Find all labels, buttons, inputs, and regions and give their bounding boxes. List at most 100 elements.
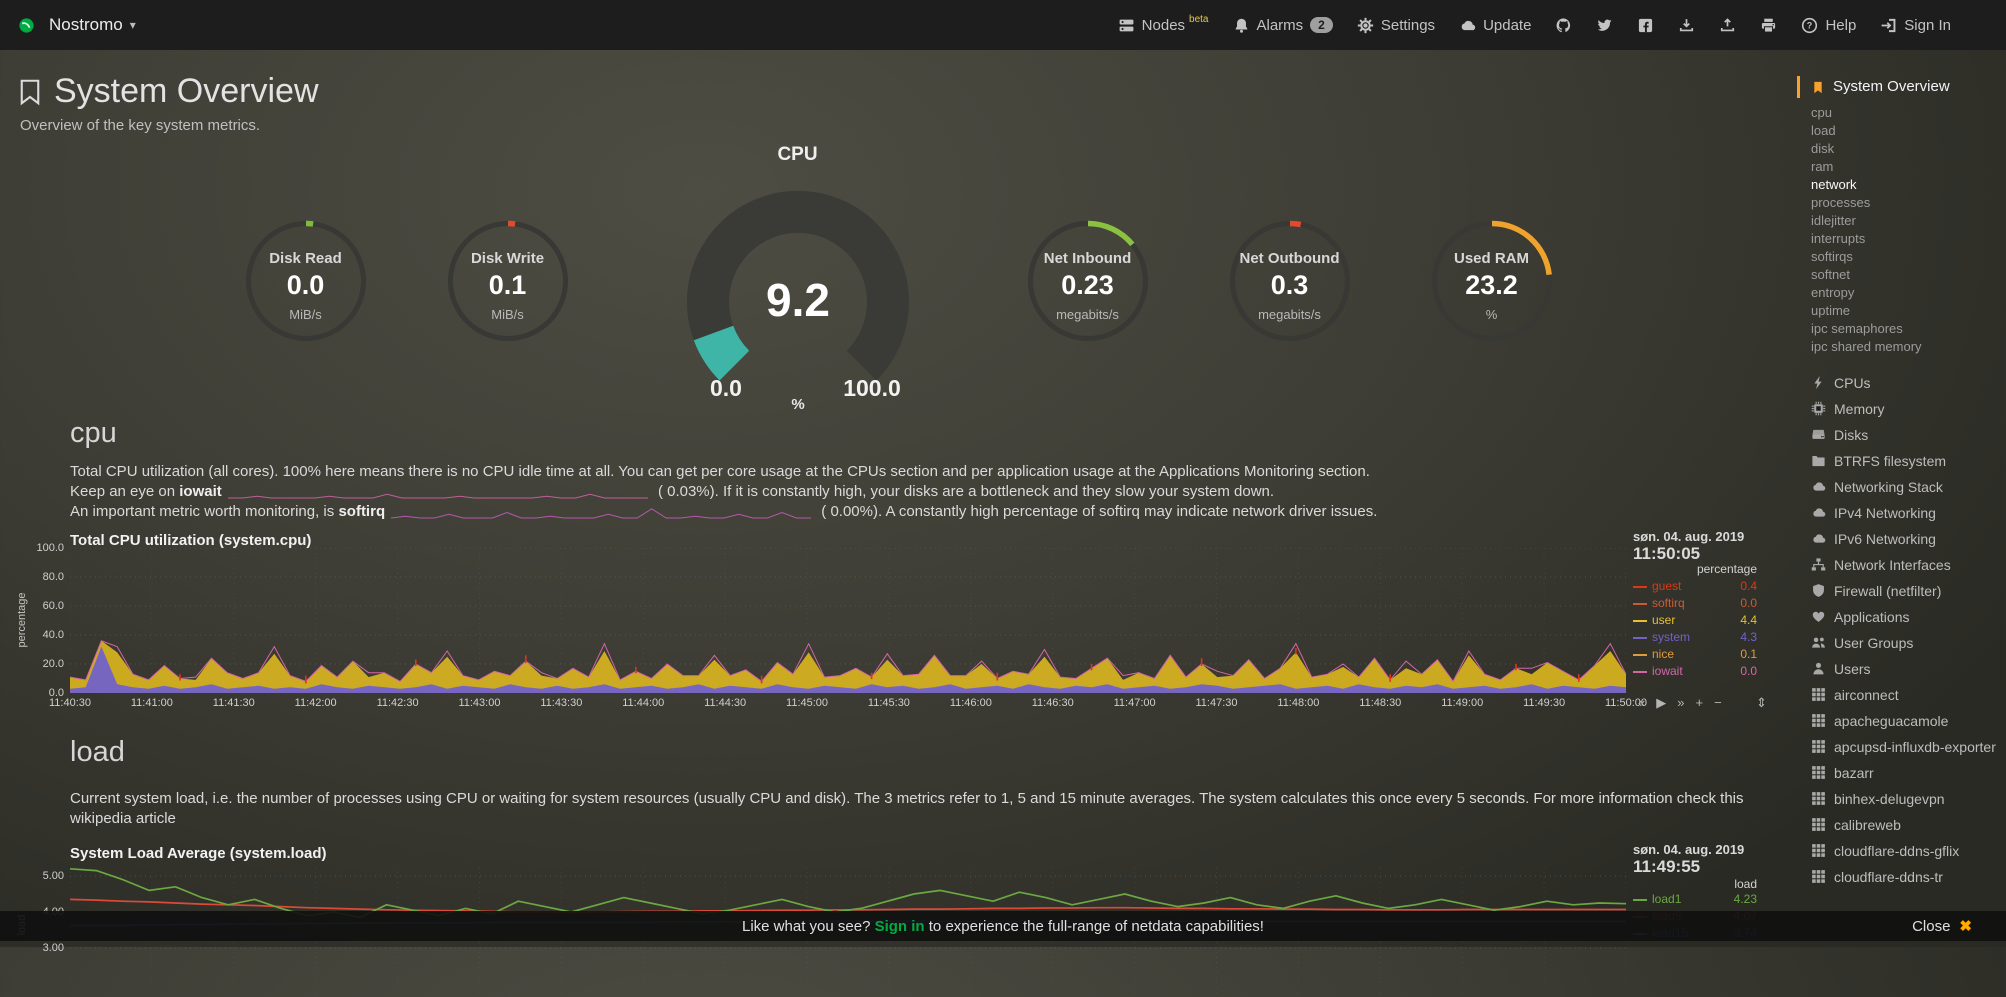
load-description: Current system load, i.e. the number of … bbox=[70, 789, 1797, 829]
sidebar-subitem-network[interactable]: network bbox=[1811, 177, 1857, 192]
nav-import[interactable] bbox=[1719, 17, 1736, 34]
signin-banner: Like what you see? Sign in to experience… bbox=[0, 911, 2006, 941]
legend-row-system[interactable]: system 4.3 bbox=[1633, 629, 1757, 646]
nav-facebook[interactable] bbox=[1637, 17, 1654, 34]
sidebar-item-airconnect[interactable]: airconnect bbox=[1811, 682, 1997, 708]
sidebar-item-apacheguacamole[interactable]: apacheguacamole bbox=[1811, 708, 1997, 734]
sidebar-subitem-softirqs[interactable]: softirqs bbox=[1811, 249, 1853, 264]
gauge-disk-read[interactable]: Disk Read 0.0 MiB/s bbox=[244, 219, 368, 343]
sidebar-subitem-entropy[interactable]: entropy bbox=[1811, 285, 1855, 300]
nav-export[interactable] bbox=[1678, 17, 1695, 34]
softirq-sparkline[interactable] bbox=[391, 506, 812, 519]
legend-row-user[interactable]: user 4.4 bbox=[1633, 612, 1757, 629]
legend-row-guest[interactable]: guest 0.4 bbox=[1633, 578, 1757, 595]
sidebar-item-bazarr[interactable]: bazarr bbox=[1811, 760, 1997, 786]
gauge-ring bbox=[447, 220, 568, 341]
netdata-logo[interactable] bbox=[18, 17, 35, 34]
sidebar-subitem-load[interactable]: load bbox=[1811, 123, 1836, 138]
gauge-min: 0.0 bbox=[710, 375, 742, 401]
wikipedia-link[interactable]: wikipedia article bbox=[70, 810, 176, 827]
question-icon: ? bbox=[1801, 17, 1818, 34]
x-tick-label: 11:40:30 bbox=[48, 697, 91, 709]
nav-help[interactable]: ? Help bbox=[1801, 17, 1856, 34]
folder-icon bbox=[1811, 453, 1826, 468]
sidebar-item-users[interactable]: Users bbox=[1811, 656, 1997, 682]
sidebar-item-network-interfaces[interactable]: Network Interfaces bbox=[1811, 552, 1997, 578]
sidebar-item-user-groups[interactable]: User Groups bbox=[1811, 630, 1997, 656]
x-tick-label: 11:45:00 bbox=[786, 697, 829, 709]
sidebar-item-binhex-delugevpn[interactable]: binhex-delugevpn bbox=[1811, 786, 1997, 812]
sidebar-item-calibreweb[interactable]: calibreweb bbox=[1811, 812, 1997, 838]
cpu-plot-area[interactable] bbox=[70, 548, 1626, 693]
legend-value: 0.1 bbox=[1740, 647, 1757, 661]
sidebar-subitem-ram[interactable]: ram bbox=[1811, 159, 1834, 174]
sidebar-item-ipv4-networking[interactable]: IPv4 Networking bbox=[1811, 500, 1997, 526]
nav-sign-in[interactable]: Sign In bbox=[1880, 17, 1951, 34]
sign-in-link[interactable]: Sign in bbox=[874, 917, 925, 935]
sidebar-subitem-ipc-shared-memory[interactable]: ipc shared memory bbox=[1811, 339, 1922, 354]
sidebar-item-system-overview[interactable]: System Overview bbox=[1797, 76, 2003, 98]
gauge-net-inbound[interactable]: Net Inbound 0.23 megabits/s bbox=[1026, 219, 1150, 343]
sidebar-item-label: cloudflare-ddns-gflix bbox=[1834, 843, 1960, 859]
nav-print[interactable] bbox=[1760, 17, 1777, 34]
legend-color-dash bbox=[1633, 898, 1647, 901]
gauge-used-ram[interactable]: Used RAM 23.2% bbox=[1430, 219, 1554, 343]
nav-label: Nodes bbox=[1141, 16, 1186, 34]
pan-right-button[interactable]: » bbox=[1677, 695, 1685, 710]
cpu-description: Total CPU utilization (all cores). 100% … bbox=[70, 463, 1370, 480]
gauge-disk-write[interactable]: Disk Write 0.1 MiB/s bbox=[446, 219, 570, 343]
play-button[interactable]: ▶ bbox=[1656, 695, 1667, 710]
sidebar-subitem-ipc-semaphores[interactable]: ipc semaphores bbox=[1811, 321, 1903, 336]
nav-update[interactable]: Update bbox=[1459, 17, 1531, 34]
y-tick-label: 80.0 bbox=[42, 571, 64, 583]
zoom-out-button[interactable]: − bbox=[1714, 695, 1722, 710]
sidebar-item-cloudflare-ddns-gflix[interactable]: cloudflare-ddns-gflix bbox=[1811, 838, 1997, 864]
x-tick-label: 11:47:00 bbox=[1113, 697, 1156, 709]
x-tick-label: 11:43:30 bbox=[540, 697, 583, 709]
gauge-value: 0.0 bbox=[286, 269, 325, 300]
sidebar-subitem-idlejitter[interactable]: idlejitter bbox=[1811, 213, 1856, 228]
sidebar-subitem-interrupts[interactable]: interrupts bbox=[1811, 231, 1866, 246]
sidebar-item-firewall-netfilter-[interactable]: Firewall (netfilter) bbox=[1811, 578, 1997, 604]
sidebar-item-disks[interactable]: Disks bbox=[1811, 422, 1997, 448]
grid-icon bbox=[1811, 869, 1826, 884]
sidebar-item-cloudflare-ddns-tr[interactable]: cloudflare-ddns-tr bbox=[1811, 864, 1997, 890]
nav-settings[interactable]: Settings bbox=[1357, 17, 1435, 34]
sidebar-item-apcupsd-influxdb-exporter[interactable]: apcupsd-influxdb-exporter bbox=[1811, 734, 1997, 760]
sidebar-item-cpus[interactable]: CPUs bbox=[1811, 370, 1997, 396]
sidebar-subitem-processes[interactable]: processes bbox=[1811, 195, 1871, 210]
sidebar-item-networking-stack[interactable]: Networking Stack bbox=[1811, 474, 1997, 500]
legend-row-nice[interactable]: nice 0.1 bbox=[1633, 646, 1757, 663]
nav-nodes[interactable]: Nodes beta bbox=[1118, 14, 1209, 34]
sidebar-item-applications[interactable]: Applications bbox=[1811, 604, 1997, 630]
main-content: System Overview Overview of the key syst… bbox=[0, 50, 1797, 997]
load-description-text: Current system load, i.e. the number of … bbox=[70, 790, 1744, 807]
legend-row-load1[interactable]: load1 4.23 bbox=[1633, 891, 1757, 908]
y-tick-label: 20.0 bbox=[42, 658, 64, 670]
sidebar-subitem-softnet[interactable]: softnet bbox=[1811, 267, 1851, 282]
sidebar-subitem-uptime[interactable]: uptime bbox=[1811, 303, 1851, 318]
print-icon bbox=[1760, 17, 1777, 34]
nav-alarms[interactable]: Alarms 2 bbox=[1233, 17, 1333, 34]
nav-twitter[interactable] bbox=[1596, 17, 1613, 34]
gauge-net-outbound[interactable]: Net Outbound 0.3 megabits/s bbox=[1228, 219, 1352, 343]
sidebar-subitem-cpu[interactable]: cpu bbox=[1811, 105, 1832, 120]
sidebar-item-ipv6-networking[interactable]: IPv6 Networking bbox=[1811, 526, 1997, 552]
hostname-dropdown[interactable]: Nostromo ▾ bbox=[49, 15, 136, 35]
banner-close-button[interactable]: Close ✖ bbox=[1912, 917, 1972, 936]
pan-left-button[interactable]: « bbox=[1638, 695, 1646, 710]
grid-icon bbox=[1811, 843, 1826, 858]
legend-row-iowait[interactable]: iowait 0.0 bbox=[1633, 663, 1757, 680]
x-tick-label: 11:45:30 bbox=[867, 697, 910, 709]
nav-github[interactable] bbox=[1555, 17, 1572, 34]
legend-row-softirq[interactable]: softirq 0.0 bbox=[1633, 595, 1757, 612]
sidebar-subitem-disk[interactable]: disk bbox=[1811, 141, 1835, 156]
sidebar-item-memory[interactable]: Memory bbox=[1811, 396, 1997, 422]
gauge-cpu[interactable]: CPU 9.2 0.0 100.0% bbox=[648, 144, 948, 417]
sidebar-item-btrfs-filesystem[interactable]: BTRFS filesystem bbox=[1811, 448, 1997, 474]
cloud-icon bbox=[1811, 505, 1826, 520]
chart-resize-handle[interactable]: ⇕ bbox=[1756, 695, 1767, 710]
iowait-sparkline[interactable] bbox=[227, 486, 648, 499]
gauge-unit: megabits/s bbox=[1056, 306, 1119, 322]
zoom-in-button[interactable]: + bbox=[1695, 695, 1704, 710]
